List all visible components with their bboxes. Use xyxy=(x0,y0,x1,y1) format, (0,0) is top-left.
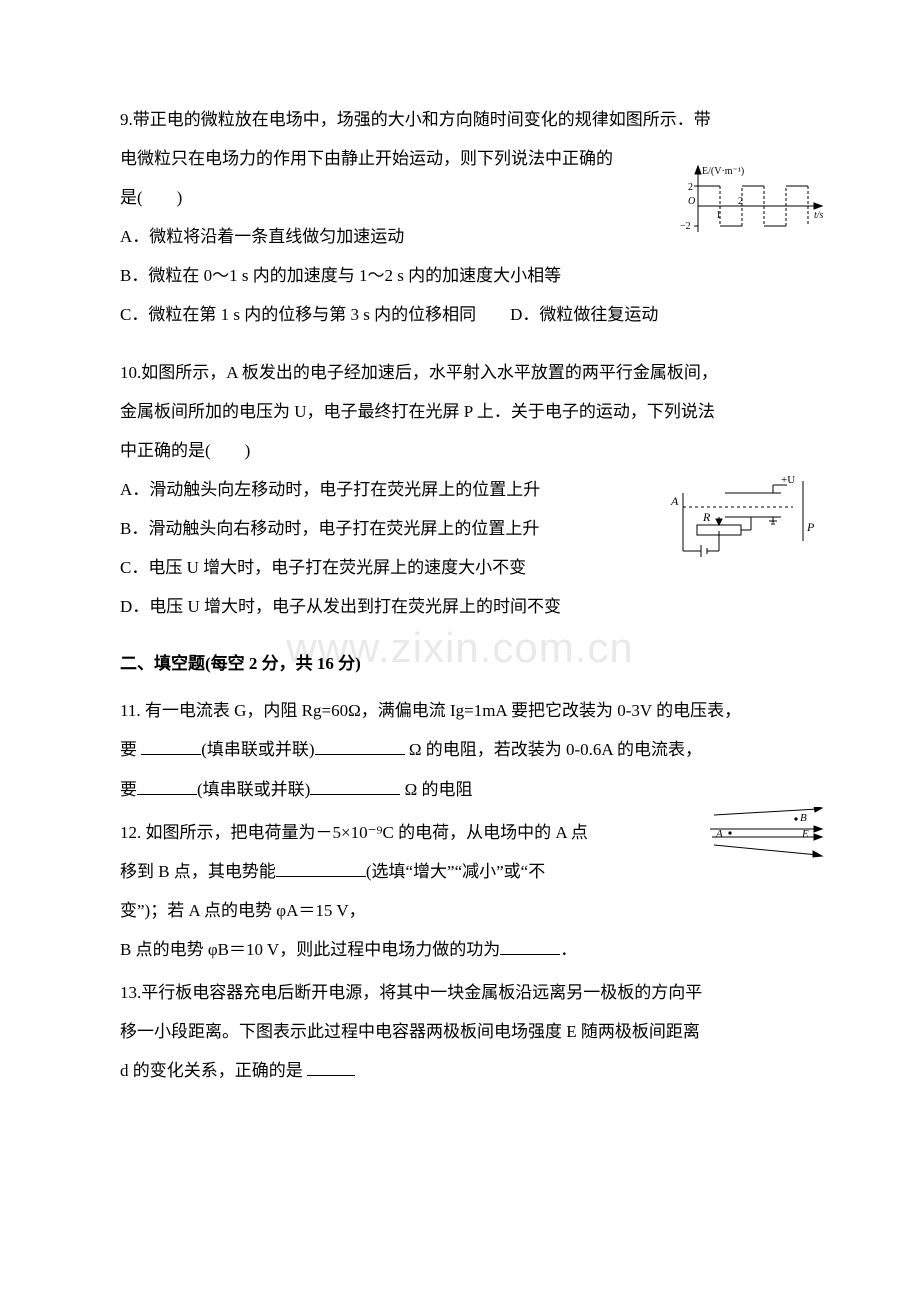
svg-text:t/s: t/s xyxy=(814,210,824,221)
svg-text:A: A xyxy=(670,494,679,508)
q12-l2b: (选填“增大”“减小”或“不 xyxy=(366,862,545,881)
q13-blank-1 xyxy=(307,1058,355,1076)
q12-l2a: 移到 B 点，其电势能 xyxy=(120,862,276,881)
q12-figure: A B E xyxy=(710,807,830,861)
q10-line-0: 10.如图所示，A 板发出的电子经加速后，水平射入水平放置的两平行金属板间， xyxy=(120,353,810,392)
q11-l3a: 要 xyxy=(120,780,137,799)
q9-line-5: C．微粒在第 1 s 内的位移与第 3 s 内的位移相同 D．微粒做往复运动 xyxy=(120,295,810,334)
svg-text:E: E xyxy=(801,828,809,840)
q10-figure: A R +U P xyxy=(663,471,818,567)
svg-text:O: O xyxy=(688,196,695,207)
q11-blank-4 xyxy=(310,777,400,795)
q11-line-0: 11. 有一电流表 G，内阻 Rg=60Ω，满偏电流 Ig=1mA 要把它改装为… xyxy=(120,691,810,730)
svg-text:−2: −2 xyxy=(680,221,691,232)
svg-text:P: P xyxy=(806,520,815,534)
q9-figure: E/(V·m⁻¹) 2 −2 O 1 2 t/s xyxy=(680,162,830,248)
q11-line-1: 要 (填串联或并联) Ω 的电阻，若改装为 0-0.6A 的电流表， xyxy=(120,730,810,769)
q11-l2b: (填串联或并联) xyxy=(201,740,314,759)
question-11: 11. 有一电流表 G，内阻 Rg=60Ω，满偏电流 Ig=1mA 要把它改装为… xyxy=(120,691,810,808)
q13-line-2: d 的变化关系，正确的是 xyxy=(120,1051,810,1090)
q11-l2c: Ω 的电阻，若改装为 0-0.6A 的电流表， xyxy=(405,740,702,759)
svg-text:E/(V·m⁻¹): E/(V·m⁻¹) xyxy=(702,166,744,177)
q11-l2a: 要 xyxy=(120,740,141,759)
svg-text:1: 1 xyxy=(716,210,721,221)
q10-line-2: 中正确的是( ) xyxy=(120,431,810,470)
q12-line-2: 变”)；若 A 点的电势 φA＝15 V， xyxy=(120,891,810,930)
svg-text:2: 2 xyxy=(688,182,693,193)
q10-line-6: D．电压 U 增大时，电子从发出到打在荧光屏上的时间不变 xyxy=(120,587,810,626)
q12-line-1: 移到 B 点，其电势能 (选填“增大”“减小”或“不 xyxy=(120,852,810,891)
svg-text:R: R xyxy=(702,510,711,524)
section-2-header: 二、填空题(每空 2 分，共 16 分) xyxy=(120,644,810,683)
question-12: A B E 12. 如图所示，把电荷量为－5×10⁻⁹C 的电荷，从电场中的 A… xyxy=(120,813,810,969)
q11-blank-2 xyxy=(315,737,405,755)
q11-line-2: 要 (填串联或并联) Ω 的电阻 xyxy=(120,770,810,809)
q13-line-1: 移一小段距离。下图表示此过程中电容器两极板间电场强度 E 随两极板间距离 xyxy=(120,1012,810,1051)
q12-line-0: 12. 如图所示，把电荷量为－5×10⁻⁹C 的电荷，从电场中的 A 点 xyxy=(120,813,810,852)
q12-line-3: B 点的电势 φB＝10 V，则此过程中电场力做的功为 ． xyxy=(120,930,810,969)
svg-text:B: B xyxy=(800,812,807,824)
q12-blank-2 xyxy=(500,937,560,955)
q13-l3a: d 的变化关系，正确的是 xyxy=(120,1061,307,1080)
q11-blank-1 xyxy=(141,737,201,755)
q10-line-1: 金属板间所加的电压为 U，电子最终打在光屏 P 上．关于电子的运动，下列说法 xyxy=(120,392,810,431)
q9-line-4: B．微粒在 0～1 s 内的加速度与 1～2 s 内的加速度大小相等 xyxy=(120,256,810,295)
svg-text:2: 2 xyxy=(738,196,743,207)
svg-text:+U: +U xyxy=(781,474,795,486)
q9-line-0: 9.带正电的微粒放在电场中，场强的大小和方向随时间变化的规律如图所示．带 xyxy=(120,100,810,139)
q12-l4b: ． xyxy=(560,940,577,959)
q13-line-0: 13.平行板电容器充电后断开电源，将其中一块金属板沿远离另一极板的方向平 xyxy=(120,973,810,1012)
q12-l4a: B 点的电势 φB＝10 V，则此过程中电场力做的功为 xyxy=(120,940,500,959)
q12-blank-1 xyxy=(276,859,366,877)
q11-l3b: (填串联或并联) xyxy=(197,780,310,799)
question-9: E/(V·m⁻¹) 2 −2 O 1 2 t/s 9.带正电的微粒放在电场中，场… xyxy=(120,100,810,335)
svg-text:A: A xyxy=(715,828,723,840)
q11-blank-3 xyxy=(137,777,197,795)
question-10: A R +U P 10.如图所示，A 板发出的电子经加速后，水平射入水平放置的两… xyxy=(120,353,810,627)
q11-l3c: Ω 的电阻 xyxy=(400,780,472,799)
question-13: 13.平行板电容器充电后断开电源，将其中一块金属板沿远离另一极板的方向平 移一小… xyxy=(120,973,810,1090)
